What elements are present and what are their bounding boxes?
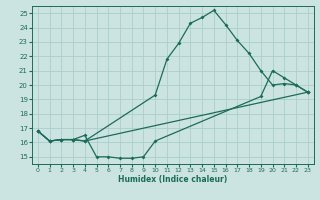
X-axis label: Humidex (Indice chaleur): Humidex (Indice chaleur) <box>118 175 228 184</box>
